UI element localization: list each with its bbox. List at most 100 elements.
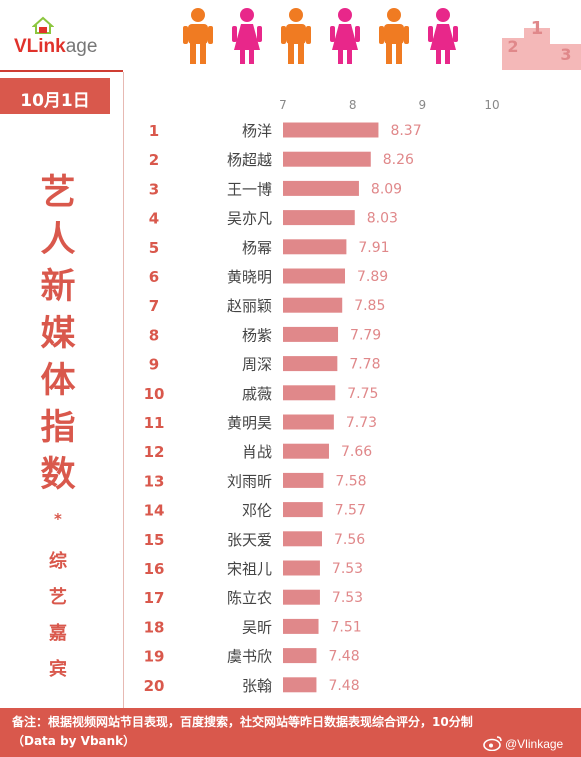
- value-label: 8.37: [390, 123, 421, 139]
- category-label: 杨超越: [227, 151, 272, 169]
- category-label: 杨紫: [242, 326, 272, 344]
- value-label: 7.75: [347, 386, 378, 402]
- value-label: 7.89: [357, 269, 388, 285]
- category-label: 吴昕: [242, 618, 272, 636]
- rank-number: 9: [149, 356, 159, 374]
- value-label: 7.51: [331, 619, 362, 635]
- bar: [283, 122, 379, 138]
- x-tick-label: 10: [484, 98, 499, 112]
- value-label: 7.53: [332, 561, 363, 577]
- vertical-subtitle: 综 艺 嘉 宾: [37, 544, 79, 688]
- rank-number: 10: [144, 385, 165, 403]
- rank-number: 8: [149, 326, 159, 344]
- bar: [283, 180, 359, 196]
- category-label: 吴亦凡: [227, 210, 272, 228]
- bar: [283, 239, 347, 255]
- value-label: 7.57: [335, 503, 366, 519]
- category-label: 王一博: [227, 180, 272, 198]
- rank-number: 19: [144, 648, 165, 666]
- subtitle-char: 嘉: [49, 623, 67, 644]
- bar: [283, 297, 343, 313]
- bar: [283, 385, 336, 401]
- value-label: 8.09: [371, 181, 402, 197]
- bar: [283, 356, 338, 372]
- value-label: 7.73: [346, 415, 377, 431]
- people-icons: [183, 8, 458, 64]
- category-label: 虞书欣: [227, 648, 272, 666]
- ranking-bar-chart: 7 8 9 10 1 杨洋 8.37 2 杨超越 8.26 3 王一博 8.09 4 吴亦凡 8.03 5 杨幂 7…: [144, 98, 500, 695]
- bar: [283, 618, 319, 634]
- weibo-icon: [483, 736, 502, 751]
- category-label: 张天爱: [227, 531, 272, 549]
- title-asterisk: *: [54, 510, 62, 528]
- rank-number: 2: [149, 151, 159, 169]
- bar: [283, 589, 320, 605]
- left-panel: 10月1日 艺 人 新 媒 体 指 数 * 综 艺 嘉 宾: [0, 70, 123, 710]
- category-label: 张翰: [242, 677, 272, 695]
- date-badge: 10月1日: [0, 78, 110, 114]
- header: VLinkage 2 1 3: [0, 0, 581, 70]
- x-tick-label: 7: [279, 98, 287, 112]
- logo-rest: age: [65, 36, 98, 57]
- category-label: 肖战: [242, 443, 272, 461]
- footer-note: 备注：根据视频网站节目表现，百度搜索，社交网站等昨日数据表现综合评分，10分制（…: [12, 715, 473, 748]
- value-label: 7.48: [328, 649, 359, 665]
- man-icon: [379, 8, 409, 64]
- podium-icon: 2 1 3: [502, 18, 581, 70]
- rank-number: 14: [144, 502, 165, 520]
- bar: [283, 560, 320, 576]
- bar: [283, 210, 355, 226]
- podium-number-2: 2: [507, 37, 518, 56]
- value-label: 7.56: [334, 532, 365, 548]
- subtitle-char: 综: [49, 551, 67, 572]
- bar: [283, 472, 324, 488]
- bar: [283, 326, 339, 342]
- rank-number: 3: [149, 180, 159, 198]
- category-label: 戚薇: [242, 385, 272, 403]
- rank-number: 12: [144, 443, 165, 461]
- bar: [283, 677, 317, 693]
- category-label: 刘雨昕: [227, 472, 272, 490]
- subtitle-char: 艺: [49, 587, 67, 608]
- title-char: 人: [40, 220, 76, 260]
- podium-number-1: 1: [531, 18, 544, 39]
- rank-number: 5: [149, 239, 159, 257]
- date-label: 10月1日: [20, 91, 90, 111]
- rank-number: 15: [144, 531, 165, 549]
- value-label: 7.79: [350, 327, 381, 343]
- bar: [283, 443, 329, 459]
- bar: [283, 531, 323, 547]
- subtitle-char: 宾: [49, 659, 67, 680]
- woman-icon: [232, 8, 262, 64]
- bar: [283, 151, 371, 167]
- rank-number: 4: [149, 210, 159, 228]
- rank-number: 1: [149, 122, 159, 140]
- panel-divider: [123, 72, 124, 708]
- rank-number: 11: [144, 414, 165, 432]
- title-char: 指: [40, 408, 76, 448]
- bar: [283, 414, 334, 430]
- category-label: 黄明昊: [227, 414, 272, 432]
- category-label: 宋祖儿: [227, 560, 272, 578]
- title-char: 艺: [40, 173, 76, 213]
- rank-number: 20: [144, 677, 165, 695]
- category-label: 杨洋: [242, 122, 272, 140]
- value-label: 7.85: [354, 298, 385, 314]
- title-char: 数: [40, 455, 76, 495]
- category-label: 杨幂: [242, 239, 272, 257]
- rank-number: 6: [149, 268, 159, 286]
- watermark: @Vlinkage: [505, 737, 564, 751]
- rank-number: 13: [144, 472, 165, 490]
- value-label: 7.53: [332, 590, 363, 606]
- category-label: 黄晓明: [227, 268, 272, 286]
- value-label: 8.03: [367, 211, 398, 227]
- category-label: 周深: [242, 356, 272, 374]
- category-label: 陈立农: [227, 589, 272, 607]
- rank-number: 17: [144, 589, 165, 607]
- rank-number: 7: [149, 297, 159, 315]
- vertical-title: 艺 人 新 媒 体 指 数: [32, 170, 84, 499]
- podium-number-3: 3: [560, 45, 571, 64]
- value-label: 7.66: [341, 444, 372, 460]
- title-char: 新: [40, 267, 76, 307]
- x-tick-label: 9: [419, 98, 427, 112]
